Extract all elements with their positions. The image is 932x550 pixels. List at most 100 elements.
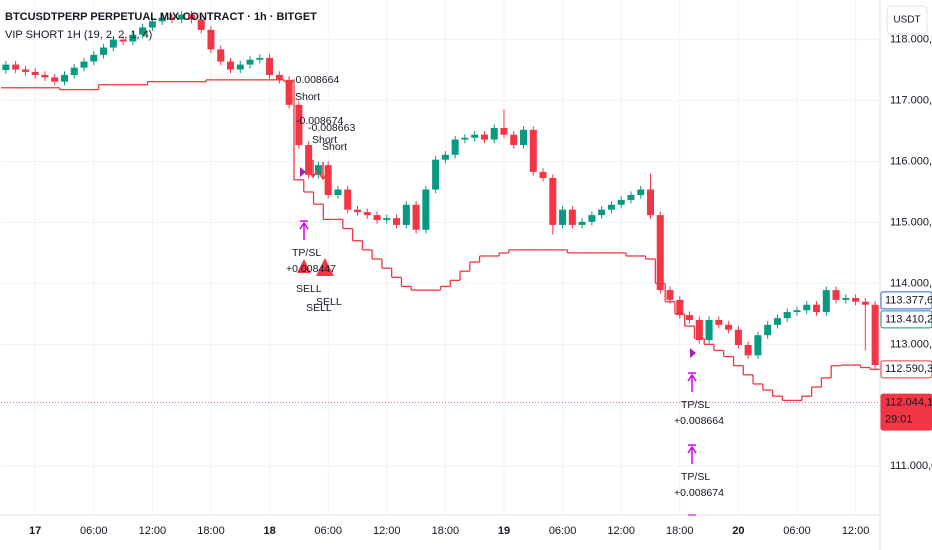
price-tag-label: 113.410,2 (885, 313, 932, 325)
currency-button[interactable] (886, 5, 928, 35)
candle-body (607, 204, 615, 210)
annotation: -0.008664 (292, 74, 339, 86)
candle-body (70, 67, 78, 75)
price-tag-label: 112.590,3 (885, 363, 932, 375)
candle-body (285, 79, 293, 105)
annotation: +0.008664 (674, 415, 724, 427)
candle-body (490, 127, 498, 140)
price-tag (880, 360, 932, 379)
short-arrow (318, 162, 328, 181)
candle-body (432, 159, 440, 190)
candle-body (578, 221, 586, 225)
annotation: TP/SL (292, 247, 321, 259)
y-tick-label: 115.000,0 (890, 216, 932, 228)
candle-body (793, 310, 801, 313)
candle-body (314, 165, 322, 175)
x-tick-label: 06:00 (549, 525, 577, 537)
candle-body (510, 134, 518, 146)
candle-body (822, 290, 830, 313)
tp-arrow (299, 220, 309, 240)
candle-body (539, 171, 547, 178)
annotation: -0.008663 (308, 122, 355, 134)
price-tag (880, 310, 932, 329)
annotation: SELL (316, 296, 342, 308)
candle-body (90, 54, 98, 62)
candle-body (646, 189, 654, 216)
candle-body (2, 64, 10, 71)
y-tick-label: 113.000,0 (890, 338, 932, 350)
candle-body (393, 218, 401, 225)
price-tag-label: 113.377,6 (885, 294, 932, 306)
candle-body (148, 21, 156, 28)
candle-body (344, 189, 352, 210)
x-tick-label: 18:00 (197, 525, 225, 537)
candle-body (129, 34, 137, 42)
annotations: -0.008664Short-0.008674-0.008663ShortSho… (286, 74, 724, 516)
short-arrow (308, 160, 318, 179)
candle-body (256, 57, 264, 60)
candle-body (402, 204, 410, 225)
candle-body (813, 304, 821, 313)
candle-body (861, 301, 869, 305)
candle-body (275, 74, 283, 80)
candle-body (334, 189, 342, 196)
plot (1, 10, 880, 404)
candle-body (451, 139, 459, 155)
x-tick-label: 06:00 (314, 525, 342, 537)
annotation: +0.008674 (674, 487, 724, 499)
x-tick-label: 17 (29, 525, 41, 537)
candle-body (109, 39, 117, 48)
candle-body (744, 344, 752, 356)
tp-arrow (687, 444, 697, 464)
candle-body (715, 319, 723, 325)
annotation: +0.008447 (286, 263, 336, 275)
x-tick-label: 18:00 (432, 525, 460, 537)
candle-body (773, 318, 781, 325)
annotation: TP/SL (681, 399, 710, 411)
sell-marker (297, 258, 334, 276)
candle-body (549, 177, 557, 225)
x-tick-label: 06:00 (80, 525, 108, 537)
candle-body (480, 134, 488, 140)
price-axis: 111.000,0112.000,0113.000,0114.000,0115.… (880, 34, 932, 472)
annotation: SELL (306, 302, 332, 314)
currency-label[interactable]: USDT (893, 15, 920, 26)
candle-body (725, 324, 733, 330)
x-tick-label: 18 (263, 525, 275, 537)
marker (690, 348, 696, 358)
candle-body (266, 57, 274, 75)
candle-body (187, 14, 195, 20)
x-tick-label: 19 (498, 525, 510, 537)
candle-body (471, 134, 479, 138)
x-tick-label: 12:00 (607, 525, 635, 537)
candle-body (461, 137, 469, 140)
candle-body (139, 27, 147, 35)
y-tick-label: 114.000,0 (890, 277, 932, 289)
indicator-title: VIP SHORT 1H (19, 2, 2, 1, 4) (5, 29, 152, 41)
price-tag (880, 291, 932, 310)
annotation: TP/SL (681, 471, 710, 483)
candle-body (353, 209, 361, 213)
annotation: Short (312, 134, 337, 146)
candle-body (588, 215, 596, 222)
candle-body (559, 209, 567, 225)
annotation: Short (322, 141, 347, 153)
candle-body (529, 129, 537, 172)
candle-body (31, 71, 39, 75)
candle-body (236, 64, 244, 70)
symbol-title: BTCUSDTPERP PERPETUAL MIX CONTRACT · 1h … (5, 11, 317, 23)
candle-body (158, 17, 166, 22)
candle-body (500, 127, 508, 135)
marker (300, 167, 306, 177)
candle-body (520, 129, 528, 146)
candle-body (168, 17, 176, 20)
y-tick-label: 118.000,0 (890, 34, 932, 46)
candle-body (324, 165, 332, 196)
candle-body (852, 298, 860, 302)
price-tag-label: 112.044,1 (885, 397, 932, 409)
candle-body (383, 218, 391, 221)
annotation: Short (295, 91, 320, 103)
candle-body (373, 215, 381, 221)
candle-body (305, 145, 313, 175)
